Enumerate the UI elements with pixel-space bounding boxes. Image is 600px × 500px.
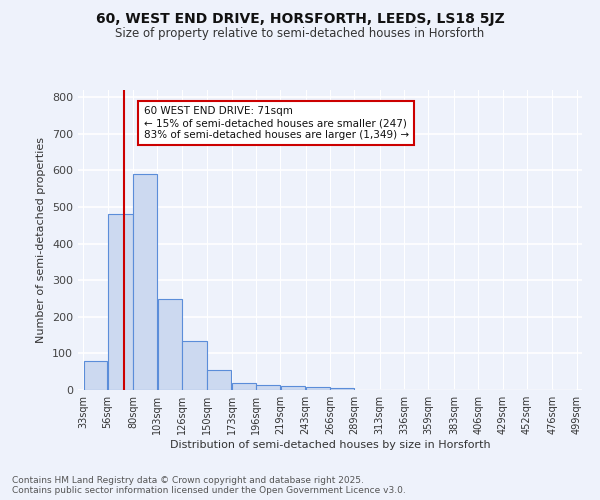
Y-axis label: Number of semi-detached properties: Number of semi-detached properties bbox=[37, 137, 46, 343]
Bar bbox=[281, 386, 305, 390]
Bar bbox=[133, 174, 157, 390]
Text: Contains HM Land Registry data © Crown copyright and database right 2025.
Contai: Contains HM Land Registry data © Crown c… bbox=[12, 476, 406, 495]
Bar bbox=[208, 370, 231, 390]
Bar bbox=[83, 360, 107, 390]
Text: Size of property relative to semi-detached houses in Horsforth: Size of property relative to semi-detach… bbox=[115, 28, 485, 40]
Bar bbox=[232, 382, 256, 390]
Bar bbox=[108, 214, 133, 390]
Bar bbox=[330, 388, 354, 390]
Bar bbox=[158, 298, 182, 390]
X-axis label: Distribution of semi-detached houses by size in Horsforth: Distribution of semi-detached houses by … bbox=[170, 440, 490, 450]
Text: 60, WEST END DRIVE, HORSFORTH, LEEDS, LS18 5JZ: 60, WEST END DRIVE, HORSFORTH, LEEDS, LS… bbox=[95, 12, 505, 26]
Bar bbox=[306, 387, 330, 390]
Text: 60 WEST END DRIVE: 71sqm
← 15% of semi-detached houses are smaller (247)
83% of : 60 WEST END DRIVE: 71sqm ← 15% of semi-d… bbox=[143, 106, 409, 140]
Bar bbox=[182, 340, 207, 390]
Bar bbox=[256, 384, 280, 390]
